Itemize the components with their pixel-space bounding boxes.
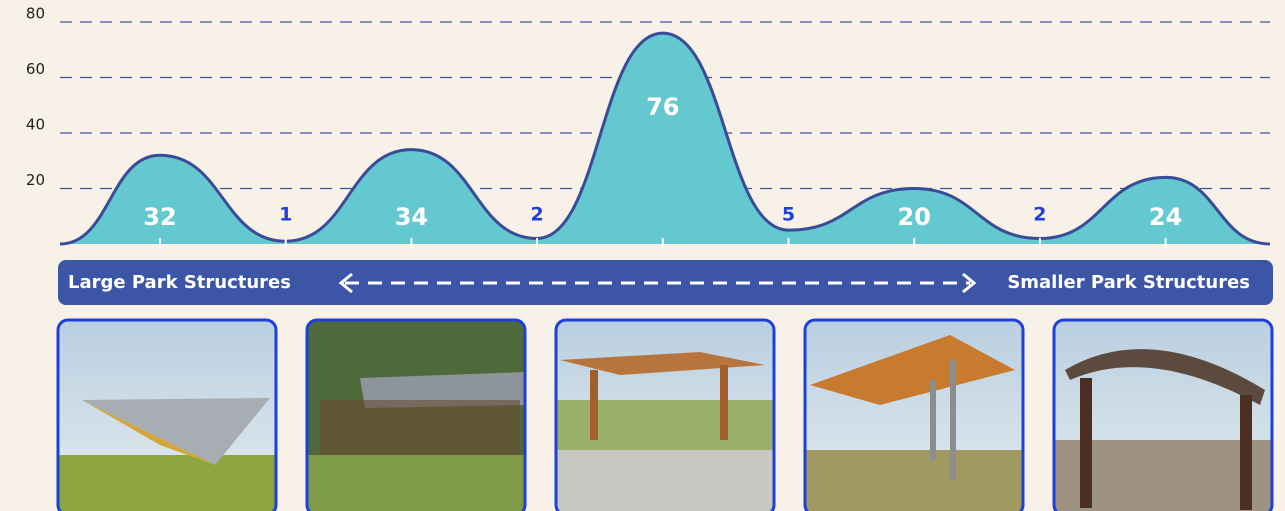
area bbox=[160, 33, 1166, 244]
data-label: 34 bbox=[395, 203, 428, 231]
arrow-head bbox=[962, 272, 977, 294]
data-label: 2 bbox=[530, 204, 543, 226]
data-label: 5 bbox=[782, 204, 795, 226]
photo-frame bbox=[305, 318, 527, 511]
photo bbox=[556, 320, 774, 511]
photo bbox=[307, 320, 525, 511]
photo-frames bbox=[56, 318, 1274, 511]
left-label: Large Park Structures bbox=[68, 272, 291, 293]
y-tick-label: 60 bbox=[26, 60, 45, 78]
data-label: 20 bbox=[897, 203, 930, 231]
photo bbox=[1054, 320, 1272, 511]
data-label: 76 bbox=[646, 93, 679, 121]
photo-frame bbox=[803, 318, 1025, 511]
data-label: 32 bbox=[143, 203, 176, 231]
data-label: 1 bbox=[279, 204, 292, 226]
y-tick-label: 80 bbox=[26, 5, 45, 23]
data-label: 24 bbox=[1149, 203, 1182, 231]
photo bbox=[805, 320, 1023, 511]
scale-banner bbox=[58, 260, 1273, 305]
photo-frame bbox=[554, 318, 776, 511]
area-outline bbox=[59, 31, 1271, 246]
y-tick-label: 40 bbox=[26, 116, 45, 134]
photo bbox=[58, 320, 276, 511]
right-label: Smaller Park Structures bbox=[1007, 272, 1250, 293]
arrow-head bbox=[338, 272, 353, 294]
photo-frame bbox=[56, 318, 278, 511]
y-tick-label: 20 bbox=[26, 171, 45, 189]
photo-frame bbox=[1052, 318, 1274, 511]
direction-arrow bbox=[338, 272, 977, 294]
data-label: 2 bbox=[1033, 204, 1046, 226]
